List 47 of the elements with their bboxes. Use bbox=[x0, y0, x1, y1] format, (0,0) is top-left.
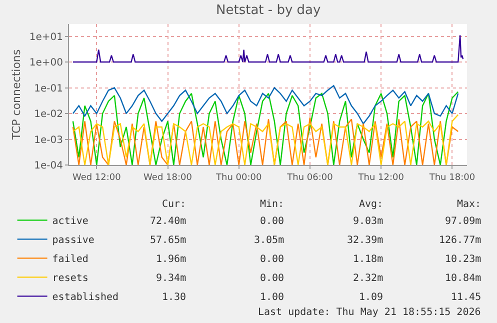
text: Avg: bbox=[359, 199, 384, 210]
text: 2.32m bbox=[353, 273, 384, 284]
y-axis-title: TCP connections bbox=[10, 49, 24, 141]
text: 1.00 bbox=[260, 292, 284, 303]
x-tick-label: Wed 18:00 bbox=[144, 172, 192, 183]
text: 9.34m bbox=[156, 273, 186, 284]
text: Min: bbox=[260, 199, 284, 210]
legend-label: established bbox=[52, 292, 119, 304]
x-tick-label: Thu 12:00 bbox=[357, 172, 404, 183]
y-tick-label: 1e-04 bbox=[34, 160, 63, 172]
chart-title: Netstat - by day bbox=[216, 3, 322, 18]
text: 57.65m bbox=[150, 235, 186, 246]
text: 97.09m bbox=[445, 216, 482, 227]
legend-label: passive bbox=[52, 235, 94, 246]
text: Last update: Thu May 21 18:55:15 2026 bbox=[258, 307, 481, 318]
text: 1.96m bbox=[156, 254, 186, 265]
text: 0.00 bbox=[260, 273, 284, 284]
text: 1.18m bbox=[353, 254, 384, 265]
text: 10.23m bbox=[445, 254, 482, 265]
line-series bbox=[72, 85, 459, 124]
text: 11.45 bbox=[451, 292, 482, 303]
legend-label: failed bbox=[52, 254, 88, 266]
y-tick-label: 1e-01 bbox=[34, 83, 63, 94]
line-series bbox=[72, 91, 459, 165]
text: Max: bbox=[457, 199, 482, 210]
text: 3.05m bbox=[254, 235, 284, 246]
text: 32.39m bbox=[347, 235, 384, 246]
text: 1.30 bbox=[162, 292, 186, 303]
legend-label: resets bbox=[52, 273, 88, 284]
x-tick-label: Wed 12:00 bbox=[72, 172, 122, 183]
text: 0.00 bbox=[260, 254, 284, 265]
y-tick-label: 1e+01 bbox=[29, 32, 63, 43]
line-series bbox=[72, 34, 464, 63]
y-tick-label: 1e-03 bbox=[34, 134, 63, 146]
text: 9.03m bbox=[353, 216, 384, 227]
text: 126.77m bbox=[439, 235, 482, 246]
y-tick-label: 1e+00 bbox=[29, 58, 63, 69]
text: 72.40m bbox=[150, 216, 186, 227]
y-tick-label: 1e-02 bbox=[34, 109, 63, 120]
x-tick-label: Thu 18:00 bbox=[428, 172, 476, 183]
text: Cur: bbox=[162, 199, 186, 210]
x-tick-label: Thu 06:00 bbox=[286, 172, 334, 183]
text: 1.09 bbox=[359, 292, 384, 303]
x-tick-label: Thu 00:00 bbox=[215, 172, 262, 183]
text: 10.84m bbox=[445, 273, 482, 284]
text: 0.00 bbox=[260, 216, 284, 227]
legend-label: active bbox=[52, 216, 88, 228]
